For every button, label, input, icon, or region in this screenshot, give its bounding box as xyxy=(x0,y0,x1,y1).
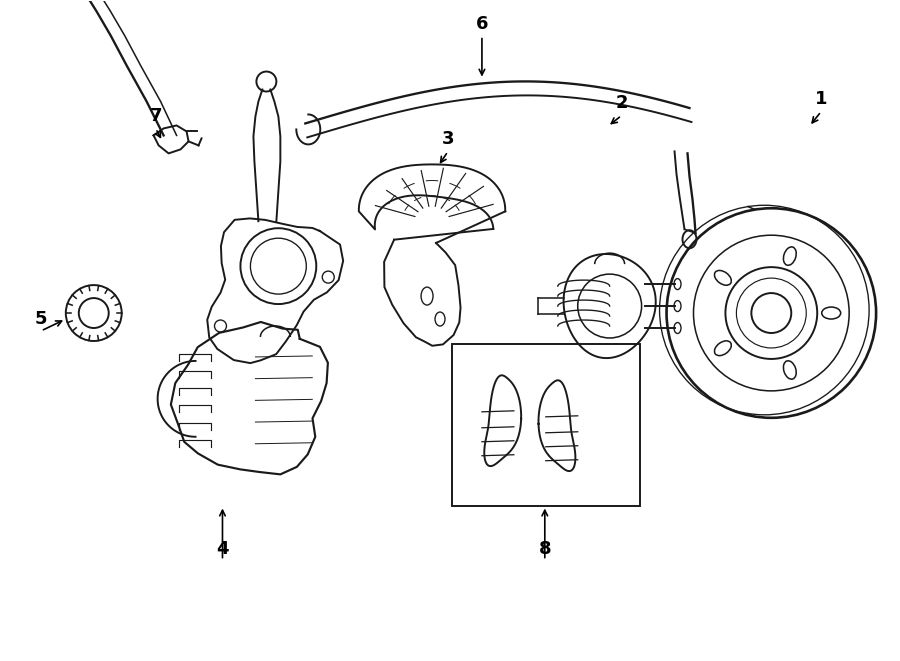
Text: 8: 8 xyxy=(538,539,551,557)
Bar xyxy=(452,344,640,506)
Text: 6: 6 xyxy=(476,15,488,32)
Text: 5: 5 xyxy=(34,310,47,328)
Text: 4: 4 xyxy=(216,539,229,557)
Text: 3: 3 xyxy=(442,130,454,149)
Text: 2: 2 xyxy=(616,95,628,112)
Text: 7: 7 xyxy=(149,108,162,126)
Text: 1: 1 xyxy=(815,91,827,108)
